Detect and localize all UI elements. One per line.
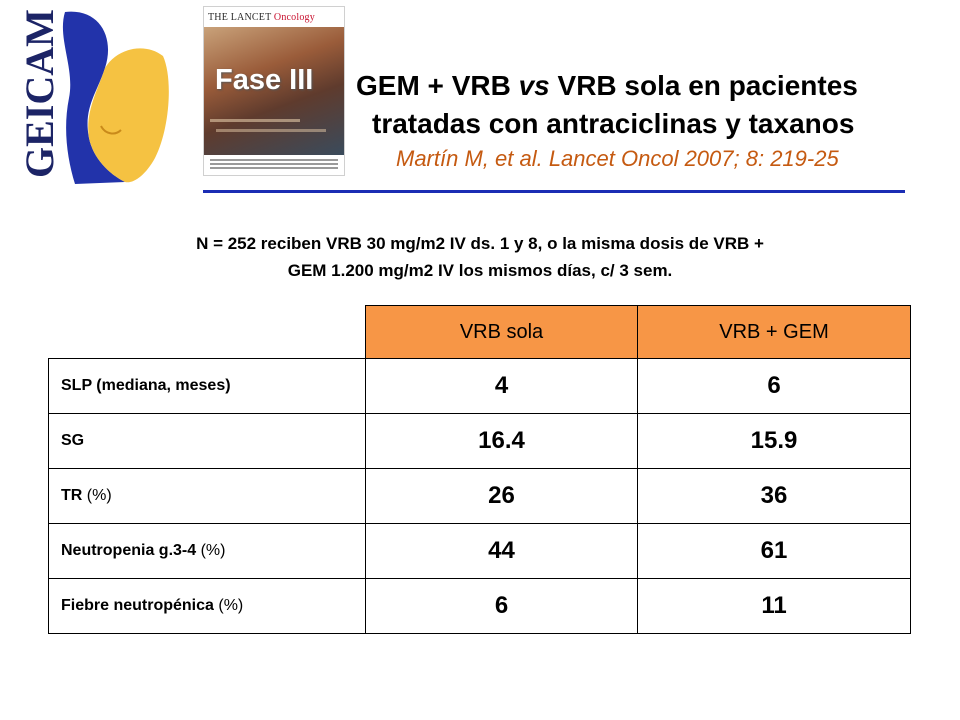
row-label: TR (%) bbox=[48, 468, 366, 524]
cover-artwork bbox=[204, 27, 344, 155]
table-row: TR (%) 26 36 bbox=[48, 468, 911, 524]
header-empty-cell bbox=[48, 305, 366, 359]
phase-label: Fase III bbox=[215, 64, 314, 96]
journal-name: THE LANCET Oncology bbox=[208, 12, 315, 23]
row-label: SLP (mediana, meses) bbox=[48, 358, 366, 414]
value-vrb: 26 bbox=[365, 468, 638, 524]
study-note: N = 252 reciben VRB 30 mg/m2 IV ds. 1 y … bbox=[40, 230, 920, 284]
value-vrb: 6 bbox=[365, 578, 638, 634]
column-header-vrb-gem: VRB + GEM bbox=[637, 305, 911, 359]
title-divider bbox=[203, 190, 905, 193]
citation: Martín M, et al. Lancet Oncol 2007; 8: 2… bbox=[396, 146, 839, 171]
value-vrb-gem: 61 bbox=[637, 523, 911, 579]
table-row: SG 16.4 15.9 bbox=[48, 413, 911, 469]
table-row: Neutropenia g.3-4 (%) 44 61 bbox=[48, 523, 911, 579]
column-header-vrb: VRB sola bbox=[365, 305, 638, 359]
slide-title-line2: tratadas con antraciclinas y taxanos bbox=[372, 108, 855, 139]
logo-text: GEICAM bbox=[17, 9, 62, 178]
cover-contents bbox=[210, 159, 338, 171]
value-vrb-gem: 36 bbox=[637, 468, 911, 524]
row-label: Neutropenia g.3-4 (%) bbox=[48, 523, 366, 579]
study-note-line1: N = 252 reciben VRB 30 mg/m2 IV ds. 1 y … bbox=[196, 234, 764, 253]
results-table: VRB sola VRB + GEM SLP (mediana, meses) … bbox=[48, 305, 911, 634]
row-label: SG bbox=[48, 413, 366, 469]
slide-title-line1: GEM + VRB vs VRB sola en pacientes bbox=[356, 70, 858, 101]
table-row: SLP (mediana, meses) 4 6 bbox=[48, 358, 911, 414]
value-vrb-gem: 15.9 bbox=[637, 413, 911, 469]
study-note-line2: GEM 1.200 mg/m2 IV los mismos días, c/ 3… bbox=[287, 261, 673, 280]
table-row: Fiebre neutropénica (%) 6 11 bbox=[48, 578, 911, 634]
value-vrb: 4 bbox=[365, 358, 638, 414]
value-vrb: 16.4 bbox=[365, 413, 638, 469]
value-vrb-gem: 11 bbox=[637, 578, 911, 634]
value-vrb-gem: 6 bbox=[637, 358, 911, 414]
geicam-logo: GEICAM bbox=[17, 9, 169, 184]
value-vrb: 44 bbox=[365, 523, 638, 579]
row-label: Fiebre neutropénica (%) bbox=[48, 578, 366, 634]
journal-cover-thumbnail: THE LANCET Oncology bbox=[203, 6, 345, 176]
